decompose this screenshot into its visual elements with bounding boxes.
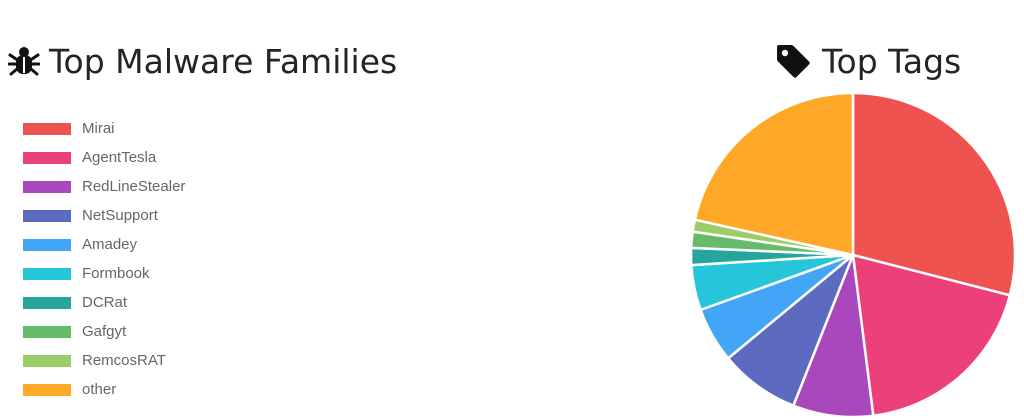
legend-swatch: [23, 180, 71, 193]
legend-item[interactable]: Gafgyt: [23, 317, 185, 346]
legend-item[interactable]: AgentTesla: [23, 143, 185, 172]
top-tags-heading: Top Tags: [774, 40, 961, 82]
legend-swatch: [23, 122, 71, 135]
malware-families-heading: Top Malware Families: [8, 40, 397, 82]
pie-slice-mirai[interactable]: [851, 91, 1017, 297]
legend-item[interactable]: Mirai: [23, 114, 185, 143]
legend-label: other: [82, 381, 117, 398]
legend-item[interactable]: RemcosRAT: [23, 346, 185, 375]
legend-item[interactable]: Amadey: [23, 230, 185, 259]
legend-swatch: [23, 209, 71, 222]
malware-families-title: Top Malware Families: [49, 41, 398, 81]
pie-slice-other[interactable]: [693, 91, 855, 257]
top-tags-title: Top Tags: [822, 41, 962, 81]
legend-swatch: [23, 151, 71, 164]
legend-item[interactable]: RedLineStealer: [23, 172, 185, 201]
legend-label: NetSupport: [82, 207, 158, 224]
legend-item[interactable]: other: [23, 375, 185, 404]
legend-label: AgentTesla: [82, 149, 157, 166]
legend-swatch: [23, 325, 71, 338]
legend-label: RemcosRAT: [82, 352, 166, 369]
legend-label: Mirai: [82, 120, 115, 137]
legend-item[interactable]: DCRat: [23, 288, 185, 317]
legend-label: Gafgyt: [82, 323, 127, 340]
pie-slice-agenttesla[interactable]: [851, 253, 1012, 417]
legend-item[interactable]: Formbook: [23, 259, 185, 288]
legend-swatch: [23, 238, 71, 251]
legend-label: Formbook: [82, 265, 150, 282]
legend-swatch: [23, 383, 71, 396]
legend-swatch: [23, 296, 71, 309]
legend-item[interactable]: NetSupport: [23, 201, 185, 230]
chart-legend: Mirai AgentTesla RedLineStealer NetSupport A…: [23, 114, 185, 404]
legend-label: Amadey: [82, 236, 138, 253]
tag-icon: [777, 45, 810, 78]
legend-swatch: [23, 267, 71, 280]
legend-label: RedLineStealer: [82, 178, 186, 195]
bug-icon: [8, 47, 40, 76]
legend-label: DCRat: [82, 294, 128, 311]
legend-swatch: [23, 354, 71, 367]
